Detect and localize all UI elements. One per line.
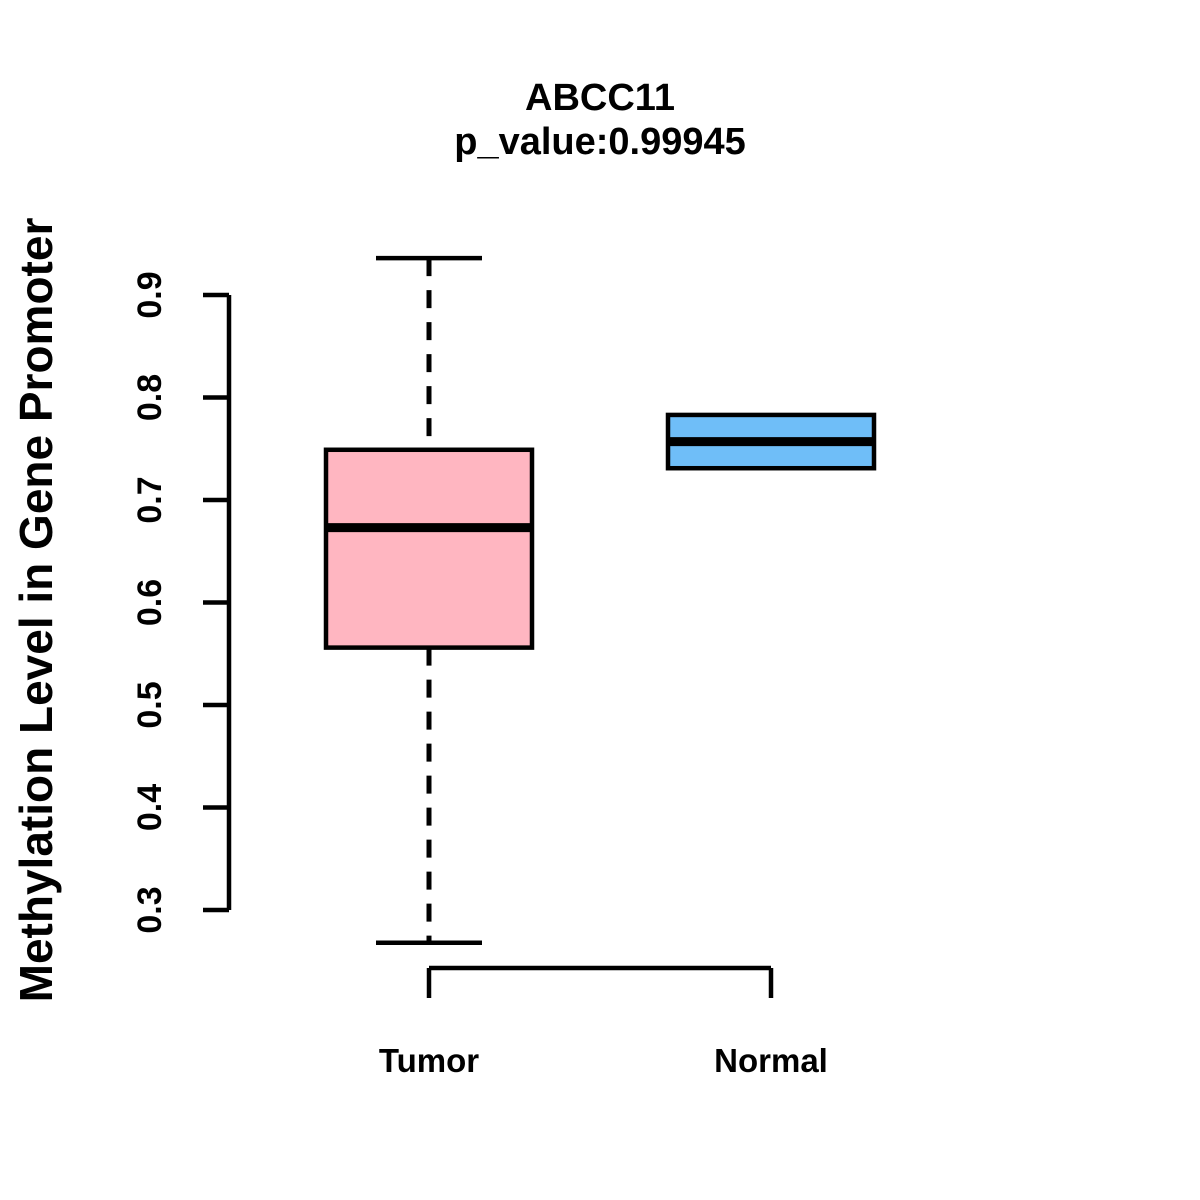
box-group-normal <box>665 412 877 471</box>
chart-title: ABCC11 <box>525 77 675 119</box>
iqr-box <box>323 447 535 650</box>
y-axis-tick-label: 0.9 <box>131 271 169 318</box>
y-axis-tick-label: 0.7 <box>131 476 169 523</box>
chart-subtitle-pvalue: p_value:0.99945 <box>454 121 746 163</box>
y-axis-tick-label: 0.5 <box>131 681 169 728</box>
y-axis: 0.3 0.4 0.5 0.6 0.7 0.8 0.9 <box>131 271 232 934</box>
x-axis-category-label: Normal <box>714 1042 828 1079</box>
y-axis-tick-label: 0.4 <box>131 784 169 831</box>
y-axis-tick-label: 0.6 <box>131 579 169 626</box>
x-axis-category-label: Tumor <box>379 1042 479 1079</box>
y-axis-title: Methylation Level in Gene Promoter <box>10 218 62 1003</box>
box-group-tumor <box>323 255 535 946</box>
y-axis-tick-label: 0.3 <box>131 886 169 933</box>
y-axis-tick-label: 0.8 <box>131 374 169 421</box>
x-axis: Tumor Normal <box>379 965 828 1079</box>
box-series <box>323 255 877 946</box>
